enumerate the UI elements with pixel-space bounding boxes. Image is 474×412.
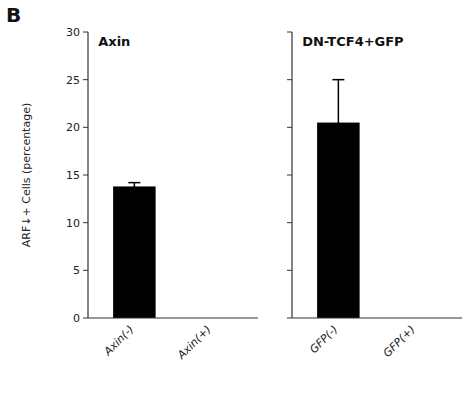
chart-svg: 0 5 10 15 20 25 30 Axin(-) Axin(+) Axin ARF↓+ Cell… bbox=[0, 0, 474, 412]
subplot-title: Axin bbox=[98, 34, 130, 49]
y-tick-label: 15 bbox=[66, 169, 80, 182]
bars bbox=[113, 183, 156, 318]
error-bar bbox=[128, 183, 140, 191]
bar bbox=[113, 186, 156, 318]
y-tick-label: 20 bbox=[66, 121, 80, 134]
y-tick bbox=[83, 175, 88, 176]
y-tick-label: 25 bbox=[66, 74, 80, 87]
y-tick bbox=[83, 222, 88, 223]
panel-label: B bbox=[6, 3, 21, 27]
y-tick bbox=[287, 79, 292, 80]
subplot-title: DN-TCF4+GFP bbox=[302, 34, 403, 49]
x-tick-label: GFP(+) bbox=[381, 323, 418, 360]
bars bbox=[317, 80, 360, 318]
y-tick bbox=[287, 318, 292, 319]
y-tick bbox=[287, 175, 292, 176]
y-tick-label: 30 bbox=[66, 26, 80, 39]
error-bar bbox=[332, 80, 344, 166]
x-tick-label: Axin(+) bbox=[174, 323, 214, 363]
y-tick bbox=[83, 79, 88, 80]
y-tick bbox=[287, 127, 292, 128]
subplot: GFP(-) GFP(+) DN-TCF4+GFP bbox=[287, 32, 462, 360]
x-tick-label: Axin(-) bbox=[101, 323, 137, 359]
subplot: 0 5 10 15 20 25 30 Axin(-) Axin(+) Axin ARF↓+ Cell… bbox=[20, 26, 258, 362]
x-axis-line bbox=[292, 317, 462, 318]
y-axis-label: ARF↓+ Cells (percentage) bbox=[20, 103, 33, 247]
y-tick bbox=[83, 318, 88, 319]
y-tick bbox=[287, 32, 292, 33]
y-tick-label: 5 bbox=[73, 264, 80, 277]
y-tick bbox=[83, 32, 88, 33]
y-tick bbox=[83, 270, 88, 271]
y-tick bbox=[83, 127, 88, 128]
x-tick-label: GFP(-) bbox=[307, 323, 340, 356]
x-axis-line bbox=[88, 317, 258, 318]
y-tick-label: 10 bbox=[66, 217, 80, 230]
y-tick bbox=[287, 270, 292, 271]
y-tick-label: 0 bbox=[73, 312, 80, 325]
y-tick bbox=[287, 222, 292, 223]
